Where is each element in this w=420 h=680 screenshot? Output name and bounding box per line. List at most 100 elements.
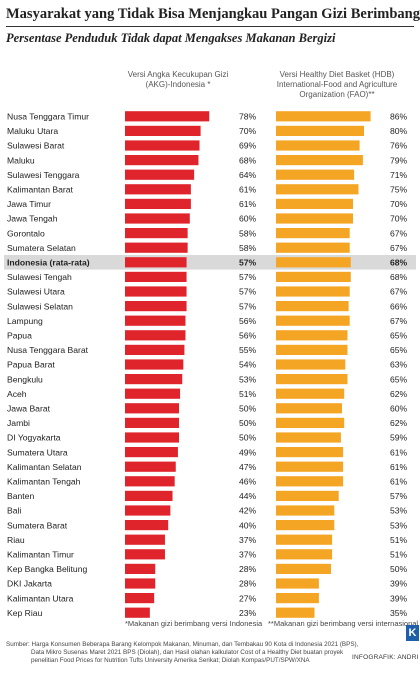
hdb-header-line3: Organization (FAO)** bbox=[299, 90, 375, 99]
hdb-value-label: 68% bbox=[390, 258, 408, 268]
hdb-bar bbox=[276, 286, 350, 297]
akg-bar bbox=[125, 476, 175, 487]
hdb-bar bbox=[276, 432, 341, 443]
akg-value-label: 44% bbox=[239, 491, 257, 501]
category-label: DKI Jakarta bbox=[7, 579, 52, 589]
hdb-value-label: 51% bbox=[390, 550, 408, 560]
hdb-value-label: 62% bbox=[390, 389, 408, 399]
akg-bar bbox=[125, 213, 190, 224]
category-label: Sulawesi Utara bbox=[7, 287, 65, 297]
akg-bar bbox=[125, 330, 186, 341]
infographic-credit: INFOGRAFIK: ANDRI bbox=[352, 654, 419, 661]
hdb-bar bbox=[276, 461, 344, 472]
akg-value-label: 37% bbox=[239, 550, 257, 560]
akg-bar bbox=[125, 432, 179, 443]
hdb-bar bbox=[276, 169, 355, 180]
akg-value-label: 58% bbox=[239, 228, 257, 238]
hdb-value-label: 86% bbox=[390, 112, 408, 122]
hdb-value-label: 68% bbox=[390, 272, 408, 282]
akg-header-line2: (AKG)-Indonesia * bbox=[145, 80, 211, 89]
akg-value-label: 40% bbox=[239, 520, 257, 530]
category-label: Kep Riau bbox=[7, 608, 43, 618]
akg-bar bbox=[125, 271, 187, 282]
akg-value-label: 53% bbox=[239, 374, 257, 384]
hdb-bar bbox=[276, 330, 348, 341]
akg-value-label: 57% bbox=[239, 272, 257, 282]
hdb-bar bbox=[276, 257, 351, 268]
hdb-value-label: 66% bbox=[390, 301, 408, 311]
akg-bar bbox=[125, 534, 165, 545]
akg-value-label: 61% bbox=[239, 185, 257, 195]
category-label: Lampung bbox=[7, 316, 43, 326]
akg-bar bbox=[125, 374, 183, 385]
akg-bar bbox=[125, 301, 187, 312]
akg-value-label: 46% bbox=[239, 477, 257, 487]
category-label: Banten bbox=[7, 491, 34, 501]
category-label: Sumatera Utara bbox=[7, 447, 68, 457]
hdb-value-label: 67% bbox=[390, 228, 408, 238]
hdb-value-label: 62% bbox=[390, 418, 408, 428]
akg-bar bbox=[125, 169, 195, 180]
akg-value-label: 69% bbox=[239, 141, 257, 151]
akg-value-label: 57% bbox=[239, 301, 257, 311]
akg-bar bbox=[125, 505, 171, 516]
akg-note: *Makanan gizi berimbang versi Indonesia bbox=[125, 619, 263, 628]
akg-value-label: 28% bbox=[239, 579, 257, 589]
akg-header-line1: Versi Angka Kecukupan Gizi bbox=[127, 70, 229, 79]
akg-bar bbox=[125, 155, 199, 166]
category-label: Jawa Tengah bbox=[7, 214, 58, 224]
category-label: Aceh bbox=[7, 389, 27, 399]
hdb-value-label: 75% bbox=[390, 185, 408, 195]
hdb-value-label: 70% bbox=[390, 199, 408, 209]
akg-bar bbox=[125, 403, 179, 414]
hdb-value-label: 39% bbox=[390, 579, 408, 589]
category-label: Papua Barat bbox=[7, 360, 55, 370]
category-label: Nusa Tenggara Barat bbox=[7, 345, 89, 355]
hdb-bar bbox=[276, 447, 344, 458]
hdb-column-header: Versi Healthy Diet Basket (HDB) Internat… bbox=[272, 70, 402, 100]
category-label: Gorontalo bbox=[7, 228, 45, 238]
akg-bar bbox=[125, 111, 210, 122]
chart-subtitle: Persentase Penduduk Tidak dapat Mengakse… bbox=[6, 31, 336, 45]
hdb-value-label: 39% bbox=[390, 593, 408, 603]
akg-bar bbox=[125, 344, 185, 355]
hdb-value-label: 79% bbox=[390, 155, 408, 165]
akg-value-label: 51% bbox=[239, 389, 257, 399]
akg-value-label: 70% bbox=[239, 126, 257, 136]
akg-value-label: 28% bbox=[239, 564, 257, 574]
hdb-bar bbox=[276, 374, 348, 385]
akg-bar bbox=[125, 417, 179, 428]
hdb-value-label: 61% bbox=[390, 462, 408, 472]
akg-value-label: 57% bbox=[239, 258, 257, 268]
hdb-bar bbox=[276, 388, 345, 399]
akg-value-label: 64% bbox=[239, 170, 257, 180]
hdb-value-label: 57% bbox=[390, 491, 408, 501]
hdb-value-label: 63% bbox=[390, 360, 408, 370]
chart-title: Masyarakat yang Tidak Bisa Menjangkau Pa… bbox=[6, 6, 420, 22]
akg-bar bbox=[125, 461, 176, 472]
category-label: Jawa Timur bbox=[7, 199, 51, 209]
hdb-note: **Makanan gizi berimbang versi internasi… bbox=[268, 619, 419, 628]
hdb-value-label: 70% bbox=[390, 214, 408, 224]
hdb-bar bbox=[276, 578, 319, 589]
hdb-value-label: 65% bbox=[390, 331, 408, 341]
hdb-bar bbox=[276, 417, 345, 428]
hdb-bar bbox=[276, 607, 315, 618]
hdb-bar bbox=[276, 476, 344, 487]
hdb-bar bbox=[276, 520, 335, 531]
hdb-value-label: 61% bbox=[390, 477, 408, 487]
category-label: Kalimantan Tengah bbox=[7, 477, 81, 487]
akg-bar bbox=[125, 593, 155, 604]
category-label: Sulawesi Barat bbox=[7, 141, 65, 151]
category-label: Bali bbox=[7, 506, 21, 516]
kompas-logo: K bbox=[406, 625, 419, 641]
category-label: Kep Bangka Belitung bbox=[7, 564, 87, 574]
akg-value-label: 68% bbox=[239, 155, 257, 165]
source-text: Sumber: Harga Konsumen Beberapa Barang K… bbox=[6, 641, 358, 665]
hdb-bar bbox=[276, 213, 353, 224]
akg-bar bbox=[125, 520, 169, 531]
hdb-value-label: 80% bbox=[390, 126, 408, 136]
category-label: Sulawesi Tenggara bbox=[7, 170, 80, 180]
akg-value-label: 47% bbox=[239, 462, 257, 472]
akg-value-label: 27% bbox=[239, 593, 257, 603]
